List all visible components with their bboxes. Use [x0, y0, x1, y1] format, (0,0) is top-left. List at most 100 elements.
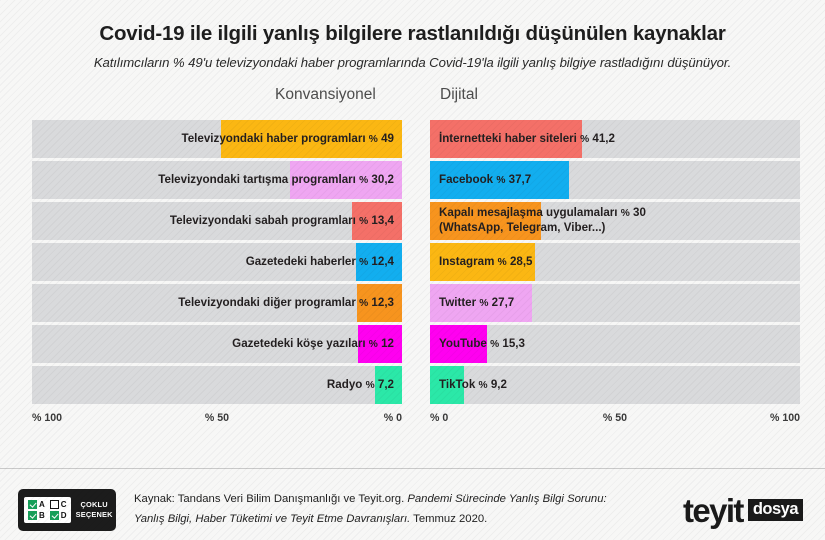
chart-panel-konvansiyonel: Televizyondaki haber programları % 49 Tel… — [32, 120, 402, 408]
bar-fill — [352, 202, 402, 240]
bar-fill — [290, 161, 402, 199]
bar-track — [32, 243, 402, 281]
bar-label: Televizyondaki haber programları % 49 — [182, 120, 394, 158]
bar-label: TikTok % 9,2 — [439, 366, 507, 404]
bar-row: YouTube % 15,3 — [430, 325, 800, 363]
bar-row: Radyo % 7,2 — [32, 366, 402, 404]
bar-label: Radyo % 7,2 — [327, 366, 394, 404]
bar-row: İnternetteki haber siteleri % 41,2 — [430, 120, 800, 158]
bar-label: Televizyondaki diğer programlar % 12,3 — [178, 284, 394, 322]
bar-label-text: Instagram % 28,5 — [439, 254, 533, 268]
bar-label-text: Televizyondaki haber programları % 49 — [181, 131, 394, 145]
bar-label-text: Kapalı mesajlaşma uygulamaları % 30 — [439, 206, 646, 220]
bar-fill — [430, 161, 570, 199]
bar-fill — [430, 120, 583, 158]
bar-row: Televizyondaki haber programları % 49 — [32, 120, 402, 158]
checkbox-option: A — [28, 500, 45, 509]
axis-tick-right-end: % 100 — [769, 412, 800, 424]
checkbox-label: D — [60, 511, 67, 520]
checkbox-checked-icon — [49, 511, 59, 520]
footer: A C B D ÇOKLU SEÇENEK Kaynak: Tandans Veri … — [0, 482, 825, 538]
source-italic-1: Pandemi Sürecinde Yanlış Bilgi Sorunu: — [407, 493, 607, 506]
bar-label-text: Facebook % 37,7 — [439, 172, 532, 186]
bar-row: Televizyondaki sabah programları % 13,4 — [32, 202, 402, 240]
bar-row: Gazetedeki haberler % 12,4 — [32, 243, 402, 281]
checkbox-option: B — [28, 511, 45, 520]
bar-row: Kapalı mesajlaşma uygulamaları % 30 (What… — [430, 202, 800, 240]
source-plain-2: Temmuz 2020. — [410, 513, 488, 525]
bar-fill — [430, 325, 487, 363]
page-subtitle: Katılımcıların % 49'u televizyondaki hab… — [93, 55, 732, 70]
bar-track — [32, 366, 402, 404]
bar-label: Televizyondaki sabah programları % 13,4 — [170, 202, 394, 240]
bar-label-text: Televizyondaki sabah programları % 13,4 — [169, 213, 394, 227]
checkbox-option: D — [49, 511, 67, 520]
logo-dosya-tag: dosya — [747, 499, 803, 521]
bar-row: Televizyondaki tartışma programları % 30… — [32, 161, 402, 199]
bar-label: Gazetedeki köşe yazıları % 12 — [232, 325, 394, 363]
bar-row: TikTok % 9,2 — [430, 366, 800, 404]
checkbox-label: B — [39, 511, 45, 520]
bar-fill — [357, 325, 402, 363]
bar-fill — [430, 202, 541, 240]
footer-divider — [0, 468, 825, 469]
bar-label: YouTube % 15,3 — [439, 325, 525, 363]
bar-fill — [430, 243, 536, 281]
column-headings: Konvansiyonel Dijital — [0, 86, 825, 116]
checkbox-checked-icon — [28, 511, 37, 520]
axis-tick-right-mid: % 50 — [602, 412, 628, 424]
axis-tick-right-start: % 0 — [430, 412, 449, 424]
bar-row: Twitter % 27,7 — [430, 284, 800, 322]
coklu-line2: SEÇENEK — [75, 510, 113, 519]
bar-label-subtext: (WhatsApp, Telegram, Viber...) — [439, 221, 606, 235]
bar-track — [32, 325, 402, 363]
bar-row: Gazetedeki köşe yazıları % 12 — [32, 325, 402, 363]
bar-label-text: Twitter % 27,7 — [439, 295, 515, 309]
bar-label-text: Televizyondaki diğer programlar % 12,3 — [178, 295, 394, 309]
axis-tick-left-end: % 0 — [383, 412, 402, 424]
bar-label: Gazetedeki haberler % 12,4 — [246, 243, 394, 281]
bar-fill — [356, 284, 402, 322]
bar-label-text: Televizyondaki tartışma programları % 30… — [158, 172, 394, 186]
bar-label: Facebook % 37,7 — [439, 161, 531, 199]
bar-label-text: TikTok % 9,2 — [439, 377, 507, 391]
bar-row: Instagram % 28,5 — [430, 243, 800, 281]
coklu-secenek-badge: A C B D ÇOKLU SEÇENEK — [18, 489, 116, 531]
bar-fill — [430, 366, 465, 404]
coklu-secenek-label: ÇOKLU SEÇENEK — [76, 500, 113, 520]
bar-track — [32, 202, 402, 240]
axis-tick-left-start: % 100 — [32, 412, 63, 424]
bar-row: Facebook % 37,7 — [430, 161, 800, 199]
bar-fill — [430, 284, 533, 322]
logo-teyit-wordmark: teyit — [682, 491, 744, 529]
bar-label: Twitter % 27,7 — [439, 284, 514, 322]
source-line-1: Kaynak: Tandans Veri Bilim Danışmanlığı … — [134, 490, 607, 510]
bar-label-text: Gazetedeki haberler % 12,4 — [245, 254, 394, 268]
axis-konvansiyonel: % 100 % 50 % 0 — [32, 412, 402, 432]
checkbox-label: C — [60, 500, 67, 509]
axis-row: % 100 % 50 % 0 % 0 % 50 % 100 — [0, 412, 825, 432]
bar-fill — [356, 243, 402, 281]
bar-fill — [375, 366, 402, 404]
bar-row: Televizyondaki diğer programlar % 12,3 — [32, 284, 402, 322]
chart-panel-dijital: İnternetteki haber siteleri % 41,2 Facebo… — [430, 120, 800, 408]
bar-label-text: Radyo % 7,2 — [326, 377, 394, 391]
source-credit: Kaynak: Tandans Veri Bilim Danışmanlığı … — [134, 490, 607, 530]
column-heading-konvansiyonel: Konvansiyonel — [275, 86, 376, 103]
bar-track — [430, 366, 800, 404]
bar-label-text: İnternetteki haber siteleri % 41,2 — [439, 131, 615, 145]
bar-track — [32, 284, 402, 322]
source-plain-1: Kaynak: Tandans Veri Bilim Danışmanlığı … — [134, 493, 408, 506]
checkbox-label: A — [39, 500, 45, 509]
chart-area: Televizyondaki haber programları % 49 Tel… — [0, 120, 825, 408]
checkbox-option: C — [49, 500, 67, 509]
bar-label: İnternetteki haber siteleri % 41,2 — [439, 120, 615, 158]
bar-label: Instagram % 28,5 — [439, 243, 533, 281]
column-heading-dijital: Dijital — [440, 86, 478, 103]
source-line-2: Yanlış Bilgi, Haber Tüketimi ve Teyit Et… — [134, 510, 607, 530]
checkbox-checked-icon — [28, 500, 37, 509]
page-title: Covid-19 ile ilgili yanlış bilgilere ras… — [99, 22, 726, 45]
bar-label: Televizyondaki tartışma programları % 30… — [158, 161, 394, 199]
bar-track — [430, 325, 800, 363]
